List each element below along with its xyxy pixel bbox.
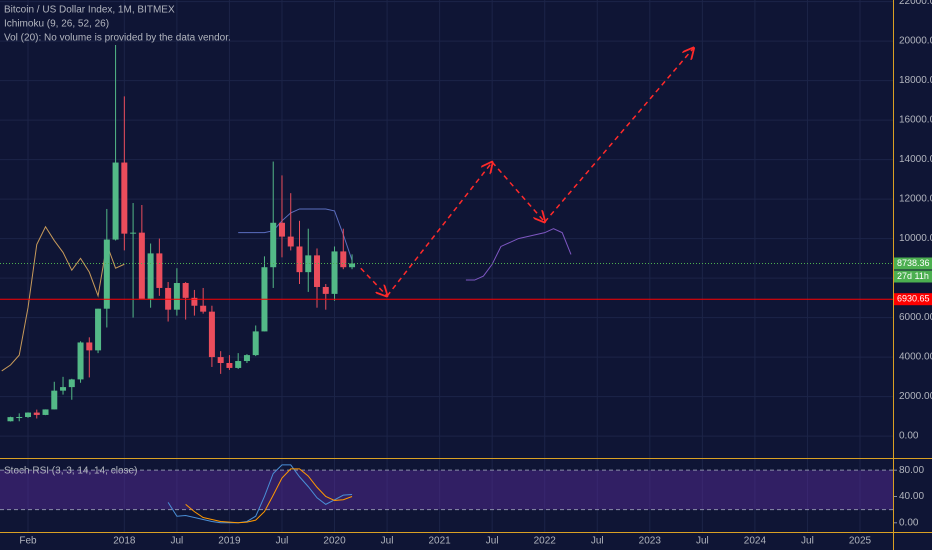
candle-body xyxy=(226,363,233,368)
candle-body xyxy=(16,417,23,419)
candle-body xyxy=(68,379,75,388)
x-tick-label: 2023 xyxy=(639,536,662,547)
x-tick-label: Jul xyxy=(696,536,709,547)
y-tick-label: 16000.00 xyxy=(899,115,932,126)
candle-body xyxy=(60,387,67,391)
candle-body xyxy=(25,412,31,418)
candle-body xyxy=(7,417,14,422)
grid xyxy=(0,0,897,532)
candle-body xyxy=(42,409,49,415)
price-label: 6930.65 xyxy=(897,294,930,304)
candle-body xyxy=(51,390,58,410)
candle-body xyxy=(191,297,198,306)
y-tick-label: 0.00 xyxy=(899,431,919,442)
candle-body xyxy=(147,253,154,299)
y-tick-label: 4000.00 xyxy=(899,352,932,363)
labels: Bitcoin / US Dollar Index, 1M, BITMEX Ic… xyxy=(4,0,932,547)
y-tick-label: 14000.00 xyxy=(899,154,932,165)
indicator-label: Ichimoku (9, 26, 52, 26) xyxy=(4,19,109,30)
x-tick-label: 2018 xyxy=(113,536,136,547)
y-tick-label: 22000.00 xyxy=(899,0,932,7)
y-tick-label: 2000.00 xyxy=(899,391,932,402)
y-tick-label: 18000.00 xyxy=(899,75,932,86)
projection-arrow xyxy=(386,162,492,297)
x-tick-label: 2024 xyxy=(744,536,767,547)
candle-body xyxy=(331,251,338,294)
y-tick-label: 12000.00 xyxy=(899,194,932,205)
x-tick-label: Jul xyxy=(276,536,289,547)
indicator-line xyxy=(238,208,353,261)
rsi-line xyxy=(167,464,353,524)
rsi-line xyxy=(185,468,353,524)
candle-body xyxy=(156,253,163,288)
candle-body xyxy=(270,222,277,268)
candle-body xyxy=(130,232,137,234)
y-tick-label: 0.00 xyxy=(899,517,919,528)
x-tick-label: Jul xyxy=(170,536,183,547)
candle-body xyxy=(217,357,224,364)
candle-body xyxy=(200,305,207,312)
x-tick-label: 2021 xyxy=(428,536,451,547)
rsi-title: Stoch RSI (3, 3, 14, 14, close) xyxy=(4,466,137,477)
candle-body xyxy=(95,308,102,351)
countdown-box xyxy=(894,270,932,283)
projection-arrow xyxy=(360,267,387,296)
projection-arrow xyxy=(491,161,545,222)
y-tick-label: 40.00 xyxy=(899,491,924,502)
candle-body xyxy=(208,311,215,358)
candle-body xyxy=(173,283,180,310)
y-tick-label: 6000.00 xyxy=(899,312,932,323)
x-tick-label: 2019 xyxy=(218,536,241,547)
candle-body xyxy=(77,342,84,380)
y-tick-label: 20000.00 xyxy=(899,36,932,47)
countdown-label: 27d 11h xyxy=(897,271,929,281)
candle-body xyxy=(112,162,119,240)
candle-body xyxy=(349,263,356,268)
candle-body xyxy=(86,342,93,351)
candle-body xyxy=(314,255,321,287)
price-label-box xyxy=(894,293,932,306)
x-tick-label: Jul xyxy=(591,536,604,547)
candle-body xyxy=(287,236,294,247)
x-tick-label: 2022 xyxy=(534,536,557,547)
candle-body xyxy=(278,222,285,237)
price-label: 8738.36 xyxy=(897,258,930,268)
x-tick-label: 2020 xyxy=(323,536,346,547)
plot xyxy=(0,45,893,524)
x-tick-label: 2025 xyxy=(849,536,872,547)
indicator-label: Vol (20): No volume is provided by the d… xyxy=(4,33,231,44)
x-tick-label: Jul xyxy=(381,536,394,547)
price-label-box xyxy=(894,257,932,270)
candle-body xyxy=(182,283,189,298)
x-tick-label: Jul xyxy=(801,536,814,547)
chart-title: Bitcoin / US Dollar Index, 1M, BITMEX xyxy=(4,5,175,16)
candle-body xyxy=(103,239,110,309)
candle-body xyxy=(340,251,347,268)
candle-body xyxy=(322,286,329,294)
candle-body xyxy=(252,331,259,356)
projection-arrow xyxy=(544,48,694,223)
x-tick-label: Feb xyxy=(19,536,37,547)
candle-body xyxy=(235,361,242,368)
indicator-line xyxy=(465,228,572,281)
candle-body xyxy=(296,246,303,273)
y-tick-label: 80.00 xyxy=(899,465,924,476)
candle-body xyxy=(121,162,128,234)
candle-body xyxy=(138,232,145,299)
y-tick-label: 10000.00 xyxy=(899,233,932,244)
candle-body xyxy=(305,255,312,273)
x-tick-label: Jul xyxy=(486,536,499,547)
candle-body xyxy=(243,355,250,362)
candle-body xyxy=(33,412,40,415)
rsi-band xyxy=(0,470,893,510)
